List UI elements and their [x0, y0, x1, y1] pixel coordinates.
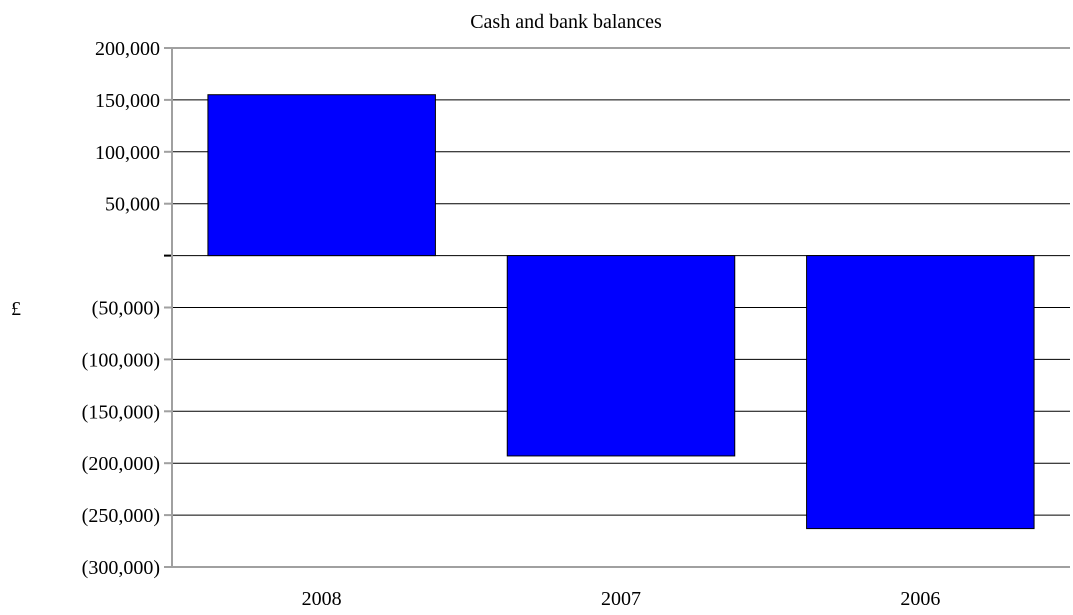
- y-tick-label: (100,000): [82, 349, 160, 371]
- axes: [164, 47, 1070, 568]
- y-tick-label: 50,000: [105, 194, 160, 216]
- y-tick-label: (300,000): [82, 557, 160, 579]
- y-tick-label: 150,000: [95, 90, 160, 112]
- y-tick-labels: 200,000 150,000 100,000 50,000 (50,000) (100,…: [82, 38, 160, 579]
- x-category-labels: 2008 2007 2006: [302, 588, 941, 610]
- bar: [506, 255, 736, 457]
- y-tick-label: (150,000): [82, 401, 160, 423]
- bars: [207, 94, 1035, 530]
- y-tick-label: 200,000: [95, 38, 160, 60]
- x-category-label: 2006: [900, 588, 940, 610]
- y-tick-label: 100,000: [95, 142, 160, 164]
- y-tick-label: (50,000): [92, 298, 160, 320]
- x-category-label: 2008: [302, 588, 342, 610]
- bar: [806, 255, 1035, 530]
- y-axis-title: £: [11, 298, 21, 320]
- chart-title: Cash and bank balances: [470, 11, 662, 33]
- x-category-label: 2007: [601, 588, 641, 610]
- y-tick-label: (200,000): [82, 453, 160, 475]
- y-tick-label: (250,000): [82, 505, 160, 527]
- bar: [207, 94, 436, 257]
